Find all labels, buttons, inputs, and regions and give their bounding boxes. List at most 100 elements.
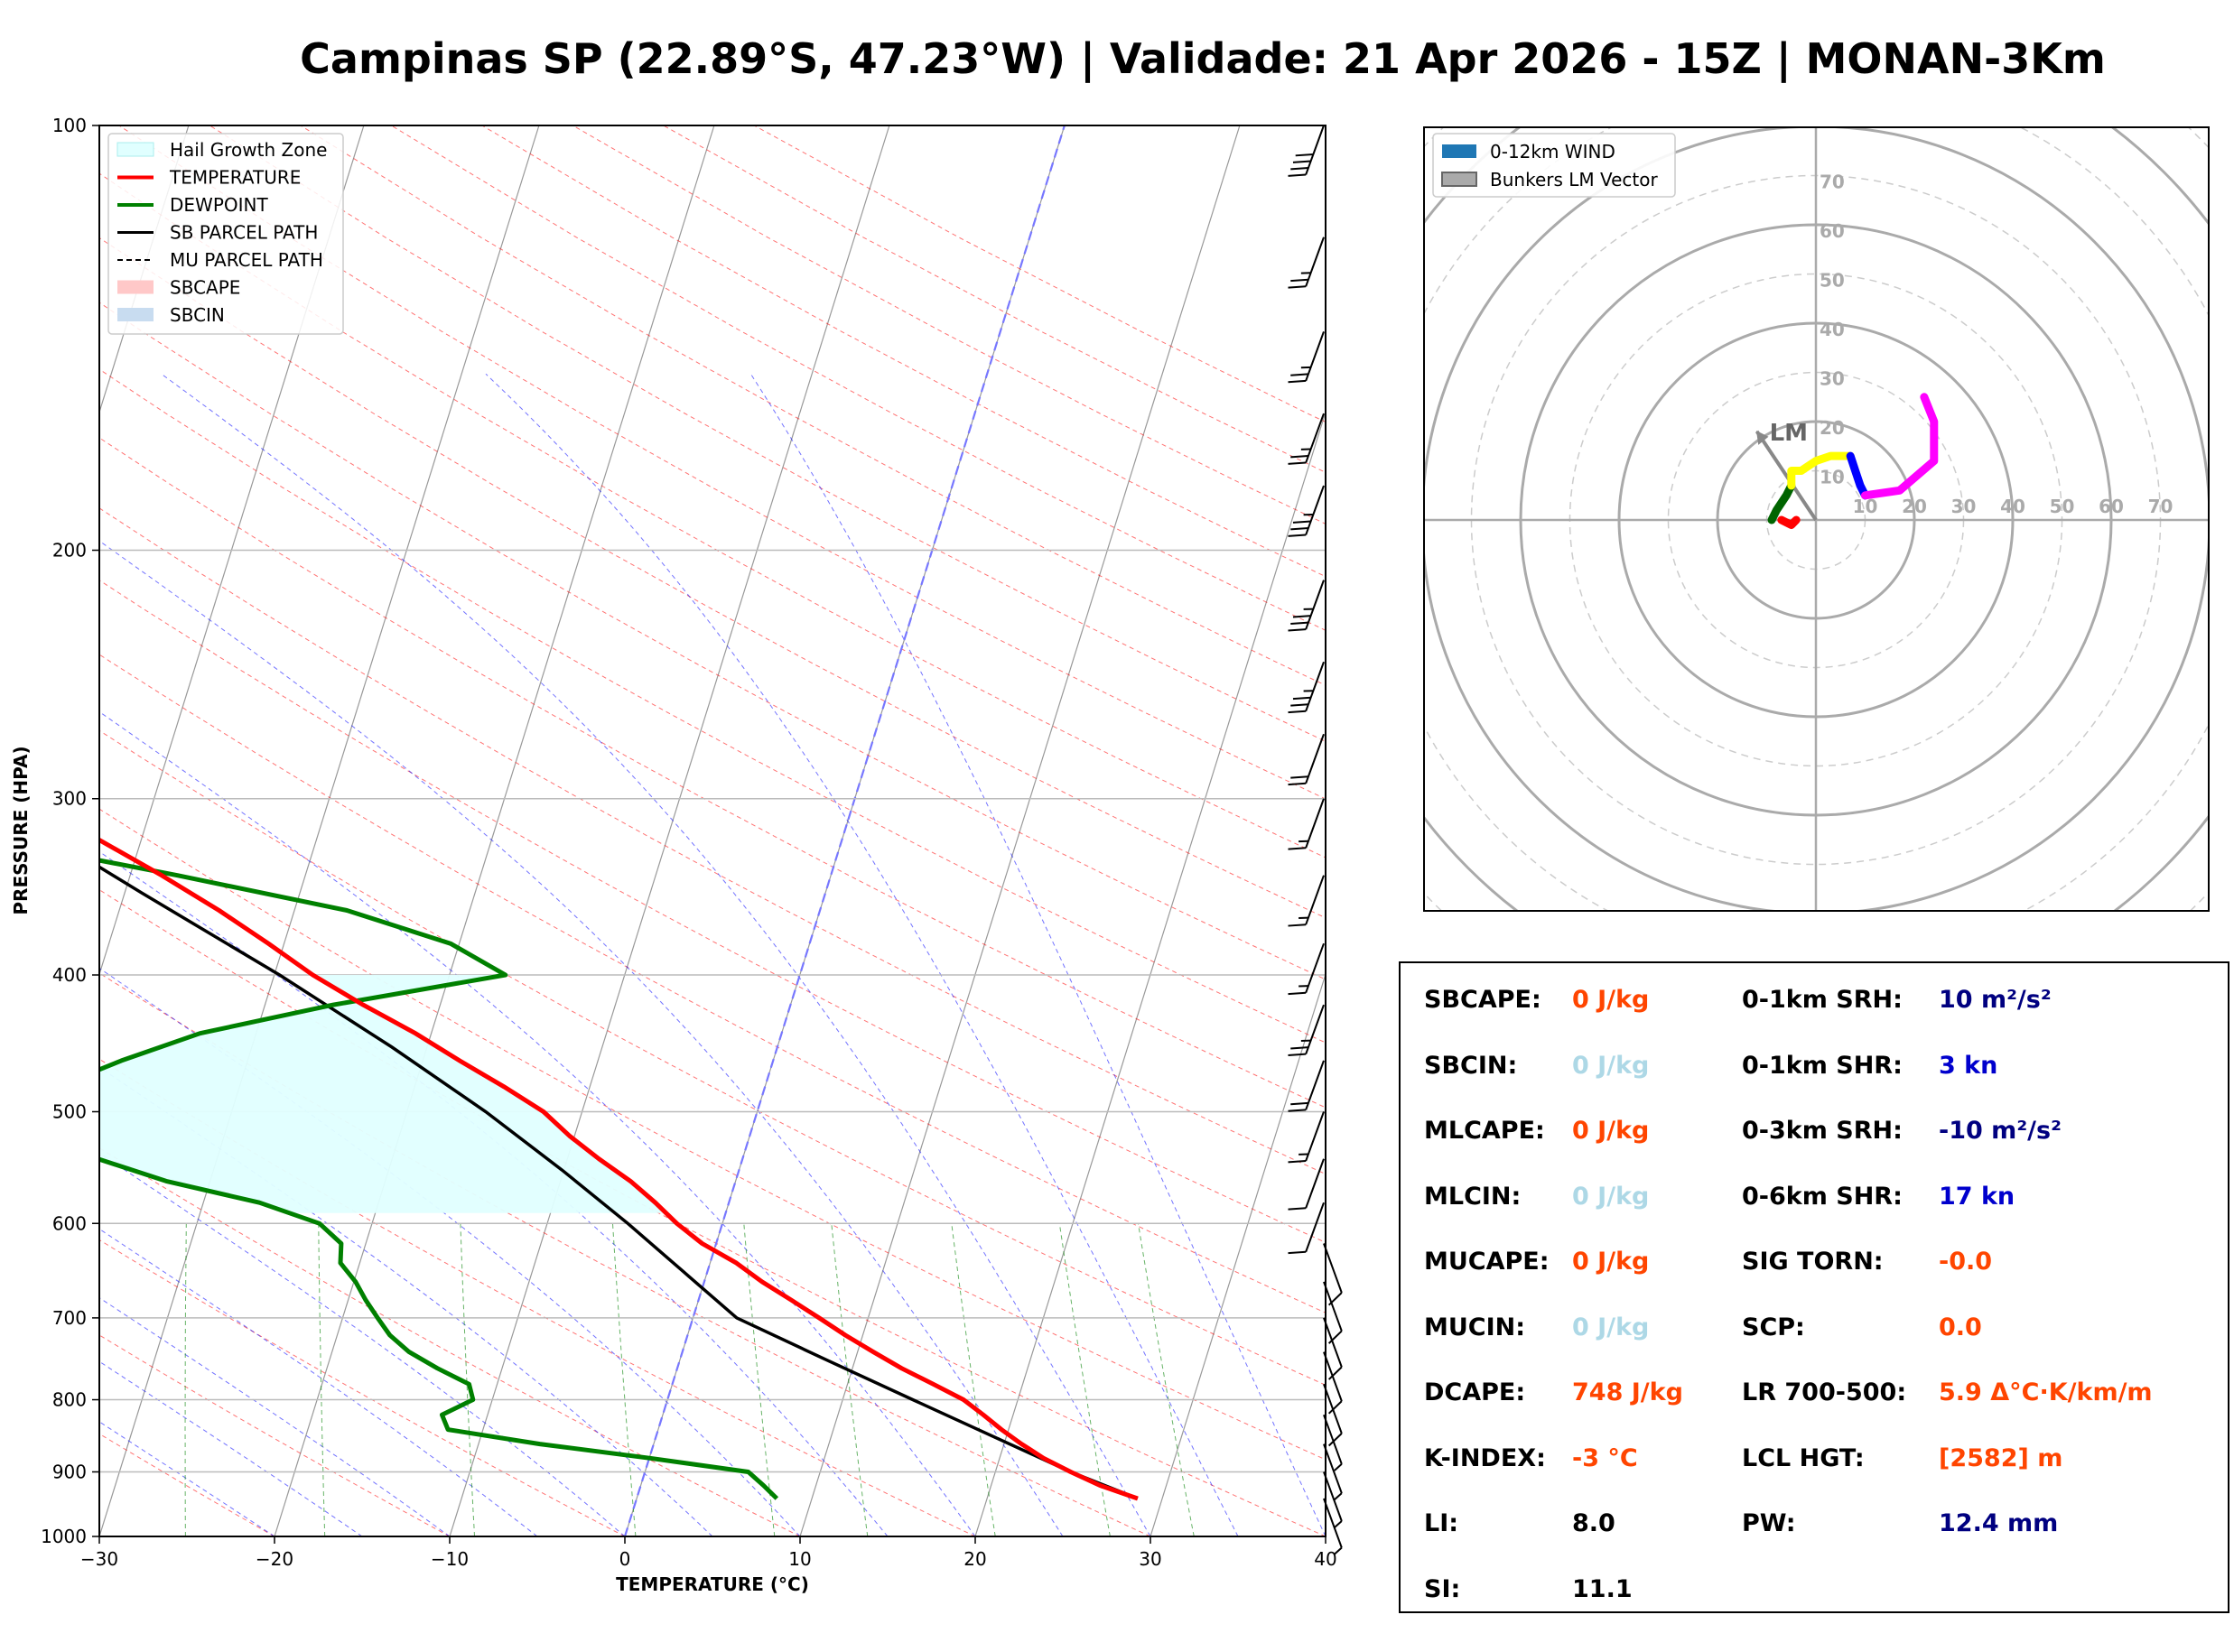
barb-flag [1288, 710, 1307, 714]
ring-label-y: 10 [1820, 467, 1845, 488]
index-value: 11.1 [1572, 1574, 1633, 1603]
y-tick-label: 400 [52, 964, 87, 986]
wind-barb [1288, 580, 1325, 632]
wind-barb [1288, 1158, 1325, 1211]
wind-barb [1288, 1060, 1325, 1112]
ring-label-y: 40 [1820, 319, 1845, 340]
barb-flag [1288, 285, 1307, 289]
isotherm-line [974, 410, 1326, 1536]
barb-half [1334, 1463, 1343, 1471]
ring-label-x: 60 [2099, 496, 2124, 517]
dry-adiabat [99, 437, 1326, 1109]
x-tick-label: −30 [80, 1548, 118, 1570]
index-value: 3 kn [1939, 1051, 1998, 1080]
barb-staff [1305, 331, 1325, 382]
index-label: K-INDEX: [1424, 1443, 1546, 1472]
barb-half [1299, 916, 1308, 920]
legend-entry: TEMPERATURE [169, 167, 301, 189]
dry-adiabat [99, 302, 1326, 980]
barb-flag [1288, 379, 1307, 384]
hodograph-segment [1767, 481, 1796, 524]
index-label: SBCAPE: [1424, 986, 1541, 1014]
index-value: 0 J/kg [1572, 1182, 1650, 1211]
barb-flag [1288, 461, 1307, 465]
barb-staff [1305, 1060, 1325, 1110]
wind-barb [1288, 331, 1325, 384]
barb-flag [1292, 696, 1311, 701]
barb-half [1334, 1492, 1343, 1501]
wind-barb [1288, 942, 1325, 996]
barb-half [1300, 272, 1311, 274]
isotherm-line [274, 125, 715, 1536]
barb-flag [1288, 847, 1307, 850]
ring-label-x: 70 [2148, 496, 2173, 517]
dry-adiabat [209, 125, 1326, 742]
index-label: MLCAPE: [1424, 1117, 1545, 1145]
ring-label-y: 30 [1820, 368, 1845, 390]
y-tick-label: 700 [52, 1307, 87, 1329]
index-value: 8.0 [1572, 1509, 1615, 1537]
freezing-isotherm [623, 125, 1066, 1536]
barb-flag [1292, 615, 1311, 618]
hodograph-segment [1777, 515, 1801, 529]
wind-barb [1323, 1471, 1343, 1528]
barb-half [1299, 985, 1308, 988]
moist-adiabat [161, 373, 1151, 1536]
index-label: SCP: [1742, 1313, 1805, 1341]
x-tick-label: 10 [788, 1548, 811, 1570]
barb-staff [1305, 413, 1325, 463]
barb-flag [1288, 1109, 1307, 1112]
barb-staff [1323, 1498, 1343, 1548]
moist-adiabat [749, 373, 1326, 1536]
wind-barb [1288, 1004, 1325, 1056]
barb-flag [1288, 1159, 1307, 1164]
wind-barb [1323, 1243, 1343, 1306]
barb-staff [1305, 733, 1325, 784]
barb-flag [1290, 166, 1308, 171]
isotherm-line [99, 125, 190, 414]
barb-half [1300, 366, 1311, 369]
barb-flag [1288, 991, 1307, 996]
legend-entry: DEWPOINT [170, 194, 268, 216]
barb-staff [1305, 798, 1325, 849]
legend-swatch [117, 308, 154, 321]
barb-half [1299, 840, 1308, 843]
plot-frame [98, 125, 1326, 1537]
sb-parcel-path [99, 865, 1139, 1500]
wind-barb [1323, 1281, 1343, 1344]
isotherm-line [449, 125, 890, 1536]
dry-adiabat [99, 172, 1326, 858]
mixing-ratio-line [460, 1223, 475, 1536]
legend-entry: Bunkers LM Vector [1490, 169, 1659, 190]
legend-entry: SBCIN [170, 304, 225, 326]
ring-label-x: 20 [1902, 496, 1927, 517]
index-label: SBCIN: [1424, 1051, 1518, 1080]
isotherm-line [1150, 972, 1326, 1536]
wind-barb [1288, 733, 1325, 786]
hodograph-ring [1424, 127, 2209, 911]
barb-flag [1290, 775, 1308, 779]
barb-half [1334, 1520, 1343, 1528]
isotherm-line [99, 125, 540, 1536]
barb-flag [1290, 703, 1308, 707]
dry-adiabat [99, 507, 1326, 1175]
index-label: DCAPE: [1424, 1378, 1526, 1406]
index-value: 748 J/kg [1572, 1378, 1683, 1406]
mixing-ratio-line [831, 1223, 869, 1536]
index-label: 0-6km SHR: [1742, 1182, 1903, 1211]
y-tick-label: 200 [52, 540, 87, 561]
barb-staff [1305, 237, 1325, 287]
y-tick-label: 100 [52, 115, 87, 136]
moist-adiabat [99, 1421, 275, 1536]
x-tick-label: 0 [619, 1548, 631, 1570]
bunkers-lm-arrowhead [1755, 431, 1769, 445]
wind-barb [1288, 413, 1325, 465]
moist-adiabat [99, 1152, 626, 1536]
mixing-ratio-line [612, 1223, 637, 1536]
barb-staff [1305, 1158, 1325, 1209]
ring-label-x: 50 [2050, 496, 2075, 517]
barb-flag [1290, 373, 1308, 376]
